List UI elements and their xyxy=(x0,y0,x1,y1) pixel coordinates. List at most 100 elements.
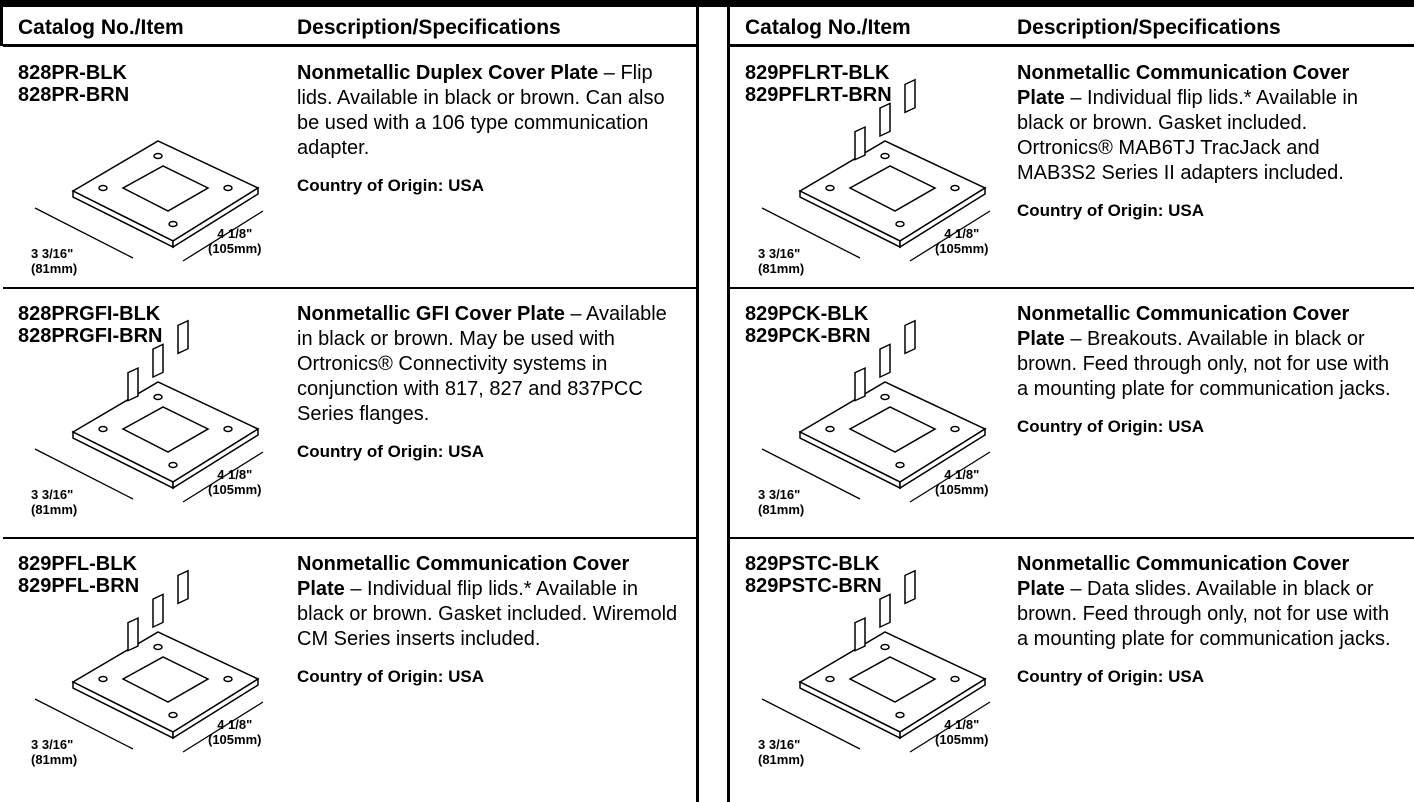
product-desc: – Individual flip lids.* Available in bl… xyxy=(297,578,678,650)
catalog-number: 828PR-BLK xyxy=(18,62,127,84)
origin: Country of Origin: USA xyxy=(297,176,484,195)
origin: Country of Origin: USA xyxy=(297,667,484,686)
header-rule xyxy=(730,44,1414,47)
catalog-number: 829PSTC-BLK xyxy=(745,553,880,575)
dimension-value: 3 3/16" xyxy=(31,737,74,752)
header-cell: Description/Specifications xyxy=(297,16,561,39)
product-desc: – Data slides. Available in black or bro… xyxy=(1017,578,1391,650)
description: Nonmetallic GFI Cover Plate – Available … xyxy=(297,302,682,464)
catalog-number: 829PFL-BLK xyxy=(18,553,137,575)
product-title: Nonmetallic Communication Cover Plate xyxy=(1017,303,1350,350)
header-rule xyxy=(3,44,696,47)
product-illustration xyxy=(34,569,264,753)
description: Nonmetallic Communication Cover Plate – … xyxy=(1017,552,1402,689)
origin: Country of Origin: USA xyxy=(1017,417,1204,436)
dimension-metric: (81mm) xyxy=(758,752,805,767)
dimension-metric: (105mm) xyxy=(935,241,989,256)
description: Nonmetallic Communication Cover Plate – … xyxy=(297,552,682,689)
product-desc: – Available in black or brown. May be us… xyxy=(297,303,667,425)
origin: Country of Origin: USA xyxy=(297,442,484,461)
catalog-number: 829PCK-BLK xyxy=(745,303,869,325)
header-cell: Description/Specifications xyxy=(1017,16,1281,39)
dimension-metric: (81mm) xyxy=(31,502,78,517)
dimension-value: 3 3/16" xyxy=(758,487,801,502)
product-illustration xyxy=(761,78,991,262)
description: Nonmetallic Duplex Cover Plate – Flip li… xyxy=(297,61,682,198)
dimension-value: 3 3/16" xyxy=(31,246,74,261)
dimension-metric: (81mm) xyxy=(758,261,805,276)
dimension-label: 4 1/8" (105mm) xyxy=(935,226,988,256)
dimension-value: 4 1/8" xyxy=(944,467,980,482)
dimension-label: 3 3/16" (81mm) xyxy=(758,246,804,276)
divider-left xyxy=(696,0,699,802)
dimension-value: 4 1/8" xyxy=(217,717,253,732)
dimension-label: 4 1/8" (105mm) xyxy=(208,717,261,747)
product-title: Nonmetallic Communication Cover Plate xyxy=(297,553,630,600)
catalog-number: 829PFLRT-BRN xyxy=(745,84,892,106)
dimension-value: 4 1/8" xyxy=(944,226,980,241)
description-text: Nonmetallic Duplex Cover Plate – Flip li… xyxy=(297,61,682,161)
left-border xyxy=(0,0,3,46)
product-title: Nonmetallic GFI Cover Plate xyxy=(297,303,565,325)
dimension-value: 4 1/8" xyxy=(217,226,253,241)
item-list: 829PCK-BLK 829PCK-BRN xyxy=(745,303,871,347)
origin: Country of Origin: USA xyxy=(1017,667,1204,686)
catalog-number: 828PRGFI-BLK xyxy=(18,303,161,325)
catalog-number: 828PRGFI-BRN xyxy=(18,325,163,347)
dimension-label: 4 1/8" (105mm) xyxy=(208,226,261,256)
dimension-label: 4 1/8" (105mm) xyxy=(935,717,988,747)
description-text: Nonmetallic GFI Cover Plate – Available … xyxy=(297,302,682,427)
header-cell: Catalog No./Item xyxy=(18,16,184,39)
row-rule xyxy=(730,537,1414,539)
dimension-metric: (105mm) xyxy=(208,241,262,256)
dimension-metric: (105mm) xyxy=(935,732,989,747)
dimension-label: 3 3/16" (81mm) xyxy=(758,487,804,517)
dimension-value: 4 1/8" xyxy=(944,717,980,732)
catalog-number: 829PSTC-BRN xyxy=(745,575,882,597)
item-list: 829PFL-BLK 829PFL-BRN xyxy=(18,553,139,597)
product-illustration xyxy=(761,569,991,753)
dimension-label: 3 3/16" (81mm) xyxy=(31,737,77,767)
catalog-number: 829PCK-BRN xyxy=(745,325,871,347)
item-list: 829PFLRT-BLK 829PFLRT-BRN xyxy=(745,62,892,106)
product-desc: – Individual flip lids.* Available in bl… xyxy=(1017,87,1358,184)
description-text: Nonmetallic Communication Cover Plate – … xyxy=(1017,552,1402,652)
product-illustration xyxy=(761,319,991,503)
dimension-metric: (81mm) xyxy=(758,502,805,517)
row-rule xyxy=(730,287,1414,289)
product-illustration xyxy=(34,140,264,262)
row-rule xyxy=(3,537,696,539)
top-bar xyxy=(0,0,1414,7)
item-list: 829PSTC-BLK 829PSTC-BRN xyxy=(745,553,882,597)
dimension-metric: (105mm) xyxy=(208,732,262,747)
dimension-value: 4 1/8" xyxy=(217,467,253,482)
item-list: 828PRGFI-BLK 828PRGFI-BRN xyxy=(18,303,162,347)
divider-right xyxy=(727,0,730,802)
dimension-value: 3 3/16" xyxy=(758,246,801,261)
dimension-metric: (81mm) xyxy=(31,752,78,767)
dimension-label: 3 3/16" (81mm) xyxy=(758,737,804,767)
product-title: Nonmetallic Communication Cover Plate xyxy=(1017,62,1350,109)
catalog-number: 829PFL-BRN xyxy=(18,575,140,597)
dimension-value: 3 3/16" xyxy=(758,737,801,752)
description-text: Nonmetallic Communication Cover Plate – … xyxy=(1017,302,1402,402)
dimension-metric: (105mm) xyxy=(208,482,262,497)
dimension-label: 3 3/16" (81mm) xyxy=(31,246,77,276)
catalog-number: 828PR-BRN xyxy=(18,84,130,106)
row-rule xyxy=(3,287,696,289)
description-text: Nonmetallic Communication Cover Plate – … xyxy=(297,552,682,652)
product-title: Nonmetallic Duplex Cover Plate xyxy=(297,62,599,84)
dimension-label: 4 1/8" (105mm) xyxy=(208,467,261,497)
origin: Country of Origin: USA xyxy=(1017,201,1204,220)
dimension-label: 3 3/16" (81mm) xyxy=(31,487,77,517)
product-title: Nonmetallic Communication Cover Plate xyxy=(1017,553,1350,600)
dimension-value: 3 3/16" xyxy=(31,487,74,502)
dimension-metric: (105mm) xyxy=(935,482,989,497)
header-cell: Catalog No./Item xyxy=(745,16,911,39)
product-illustration xyxy=(34,319,264,503)
item-list: 828PR-BLK 828PR-BRN xyxy=(18,62,129,106)
description: Nonmetallic Communication Cover Plate – … xyxy=(1017,302,1402,439)
description: Nonmetallic Communication Cover Plate – … xyxy=(1017,61,1402,223)
catalog-number: 829PFLRT-BLK xyxy=(745,62,890,84)
